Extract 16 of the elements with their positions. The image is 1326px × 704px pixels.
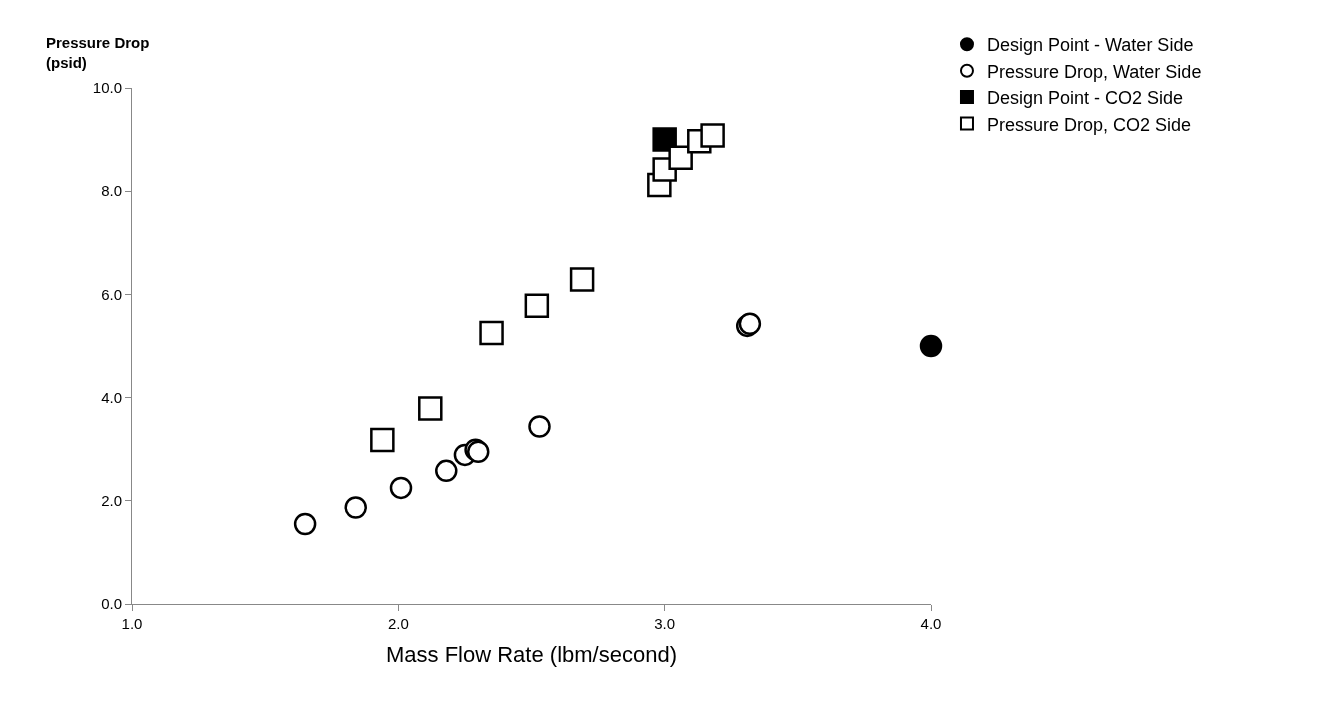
legend-label: Design Point - CO2 Side	[986, 88, 1184, 109]
x-tick-label: 2.0	[387, 615, 409, 632]
legend-label: Pressure Drop, Water Side	[986, 61, 1202, 82]
legend-label: Design Point - Water Side	[986, 35, 1194, 56]
y-tick-label: 0.0	[101, 595, 122, 613]
y-tick-label: 2.0	[101, 492, 122, 510]
y-axis-title: Pressure Drop (psid)	[46, 34, 150, 71]
y-tick-label: 10.0	[92, 79, 122, 97]
x-tick-label: 1.0	[121, 615, 143, 632]
y-tick-label: 6.0	[101, 285, 122, 303]
x-axis-title: Mass Flow Rate (lbm/second)	[386, 641, 677, 667]
y-tick-label: 4.0	[101, 388, 122, 406]
y-tick-label: 8.0	[101, 182, 122, 200]
x-tick-label: 4.0	[920, 615, 942, 632]
x-tick-label: 3.0	[654, 615, 676, 632]
legend-label: Pressure Drop, CO2 Side	[986, 114, 1192, 135]
